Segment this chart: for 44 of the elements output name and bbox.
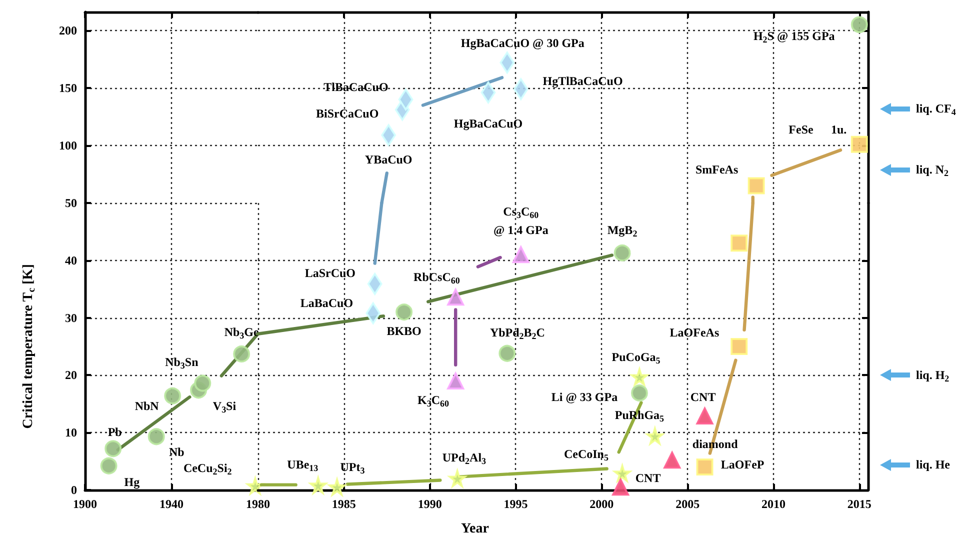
annotation: Hg: [124, 474, 140, 489]
annotation: @ 1.4 GPa: [493, 222, 548, 237]
x-tick-label: 1985: [332, 497, 356, 511]
annotation: LaOFeP: [720, 458, 764, 472]
y-axis-title: Critical temperature Tc [K]: [21, 264, 38, 429]
y-tick-label: 30: [65, 310, 77, 325]
y-tick-label: 0: [71, 483, 77, 497]
text: liq. He: [916, 458, 951, 472]
x-tick-label: 2005: [676, 497, 700, 511]
annotation: CNT: [690, 390, 716, 404]
annotation: Nb: [169, 445, 185, 460]
x-tick-label: 1940: [160, 497, 184, 511]
y-tick-label: 100: [59, 138, 77, 152]
annotation: LaBaCuO: [300, 296, 354, 310]
annotation: CNT: [635, 470, 661, 485]
annotation: SmFeAs: [695, 162, 738, 177]
x-tick-label: 2015: [847, 497, 872, 511]
y-tick-label: 150: [59, 80, 77, 95]
annotation: NbN: [134, 399, 160, 414]
annotation: TlBaCaCuO: [324, 80, 388, 94]
x-tick-label: 1990: [418, 497, 442, 511]
annotation: BiSrCaCuO: [316, 106, 379, 120]
annotation: FeSe: [788, 122, 814, 136]
x-tick-label: 2000: [590, 497, 614, 511]
annotation: Li @ 33 GPa: [551, 390, 618, 404]
x-tick-label: 1900: [73, 497, 97, 511]
annotation: HgTlBaCaCuO: [542, 74, 623, 88]
annotation: LaOFeAs: [670, 326, 720, 340]
y-tick-label: 10: [65, 426, 77, 440]
annotation: HgBaCaCuO: [454, 116, 523, 131]
annotation: BKBO: [386, 324, 422, 338]
y-tick-label: 20: [65, 368, 77, 382]
annotation: YBaCuO: [364, 152, 412, 166]
x-tick-label: 1980: [246, 497, 270, 511]
annotation: HgBaCaCuO @ 30 GPa: [460, 36, 584, 50]
x-tick-label: 1995: [504, 497, 528, 511]
y-tick-label: 40: [65, 253, 77, 268]
annotation: Pb: [108, 425, 122, 440]
x-tick-label: 2010: [761, 497, 786, 511]
y-tick-label: 50: [65, 196, 77, 210]
annotation: 1u.: [830, 122, 847, 136]
annotation: LaSrCuO: [304, 266, 356, 280]
y-tick-label: 200: [59, 23, 77, 38]
x-axis-title: Year: [461, 522, 489, 536]
